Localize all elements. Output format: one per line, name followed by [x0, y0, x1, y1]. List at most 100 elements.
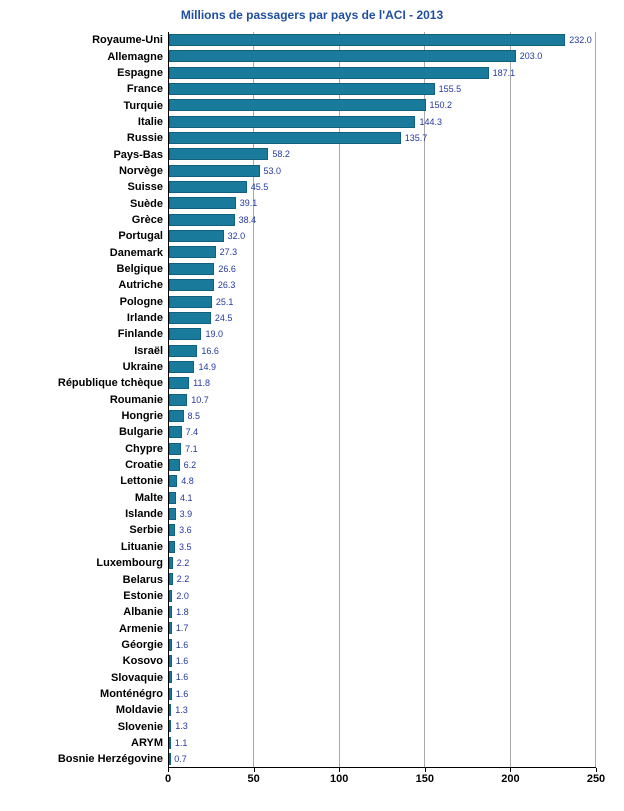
category-label: Belarus [122, 573, 163, 586]
bar-row: 232.0 [169, 32, 596, 48]
bar-row: 26.3 [169, 277, 596, 293]
category-label: Islande [125, 508, 163, 521]
value-label: 135.7 [404, 133, 428, 144]
category-axis: Royaume-Uni Allemagne Espagne France Turquie… [0, 32, 168, 768]
bar-row: 11.8 [169, 375, 596, 391]
bar [169, 687, 172, 700]
value-label: 6.2 [183, 459, 197, 470]
bar-row: 39.1 [169, 195, 596, 211]
category-label: Kosovo [122, 655, 163, 668]
value-label: 1.3 [175, 721, 188, 732]
bar [169, 475, 178, 488]
bar [169, 557, 173, 569]
value-label: 1.3 [175, 705, 188, 716]
value-label: 1.6 [175, 672, 189, 683]
x-tick-mark [510, 768, 512, 773]
value-label: 32.0 [227, 231, 246, 242]
bar [169, 655, 172, 668]
value-label: 3.9 [179, 508, 193, 519]
gridlines [169, 32, 596, 768]
value-label: 14.9 [198, 361, 216, 372]
bar-row: 7.4 [169, 424, 596, 440]
plot-wrapper: Royaume-Uni Allemagne Espagne France Turquie… [0, 32, 624, 769]
value-label: 232.0 [569, 35, 592, 45]
bar [169, 50, 516, 63]
bar [169, 262, 215, 275]
category-label: Bosnie Herzégovine [57, 753, 163, 766]
category-label: Luxembourg [96, 557, 163, 570]
value-label: 24.5 [214, 312, 233, 323]
bar [169, 409, 184, 422]
x-tick-label: 150 [415, 773, 434, 786]
bar-row: 1.6 [169, 686, 596, 702]
bar [169, 311, 211, 324]
category-label: Italie [137, 115, 163, 128]
value-label: 3.5 [178, 541, 192, 552]
bar-row: 27.3 [169, 244, 596, 260]
bar-row: 3.6 [169, 522, 596, 538]
bar-row: 187.1 [169, 65, 596, 81]
bar-row: 1.6 [169, 669, 596, 685]
chart-title: Millions de passagers par pays de l'ACI … [180, 8, 444, 22]
bar-row: 155.5 [169, 81, 596, 97]
category-label: Albanie [123, 606, 163, 619]
category-label: Lituanie [120, 540, 163, 553]
bar-row: 2.2 [169, 571, 596, 587]
bar [169, 540, 175, 553]
bar-row: 150.2 [169, 97, 596, 113]
bar-row: 1.3 [169, 702, 596, 718]
value-label: 1.6 [175, 639, 189, 650]
value-label: 27.3 [219, 247, 238, 258]
bar-row: 1.6 [169, 637, 596, 653]
x-tick-mark [168, 768, 169, 773]
category-label: Lettonie [120, 475, 163, 488]
category-label: Pologne [119, 295, 163, 308]
bars-container: 232.0 203.0 187.1 155.5 150.2 144.3 135.7 58.2 5… [169, 32, 596, 767]
category-label: Ukraine [122, 361, 163, 374]
value-label: 19.0 [205, 329, 223, 340]
bar [169, 573, 173, 586]
value-label: 26.6 [218, 263, 236, 274]
bar [169, 622, 172, 635]
bar [169, 377, 190, 390]
value-label: 1.6 [175, 656, 189, 667]
bar [169, 524, 176, 537]
bar [169, 99, 426, 112]
bar [169, 328, 202, 341]
category-label: Moldavie [115, 704, 163, 717]
bar [169, 671, 172, 684]
bar-row: 2.0 [169, 588, 596, 604]
category-label: Estonie [123, 589, 163, 602]
x-tick-mark [596, 768, 597, 773]
x-tick-mark [253, 768, 255, 773]
value-label: 26.3 [217, 280, 236, 291]
bar [169, 344, 198, 357]
gridline [595, 32, 596, 768]
value-label: 1.6 [175, 688, 189, 699]
bar-row: 3.5 [169, 539, 596, 555]
bar-row: 0.7 [169, 751, 596, 767]
bar-row: 203.0 [169, 48, 596, 64]
bar-row: 32.0 [169, 228, 596, 244]
x-tick-label: 100 [330, 773, 349, 786]
value-label: 53.0 [263, 165, 282, 176]
category-label: Danemark [109, 246, 163, 259]
category-label: Monténégro [100, 687, 163, 700]
category-label: Slovenie [117, 720, 163, 733]
category-label: Suisse [127, 181, 163, 194]
value-label: 16.6 [201, 345, 219, 356]
category-label: Espagne [117, 66, 163, 79]
value-label: 7.4 [185, 427, 199, 438]
gridline [253, 32, 255, 768]
value-label: 1.7 [175, 623, 189, 634]
category-label: Autriche [118, 279, 163, 292]
bar-row: 53.0 [169, 163, 596, 179]
bar [169, 230, 224, 243]
bar-row: 2.2 [169, 555, 596, 571]
bar [169, 589, 173, 602]
bar [169, 720, 172, 733]
category-label: Norvège [118, 164, 163, 177]
category-label: Croatie [125, 459, 163, 472]
value-label: 45.5 [250, 182, 269, 193]
x-tick-label: 0 [164, 773, 172, 786]
